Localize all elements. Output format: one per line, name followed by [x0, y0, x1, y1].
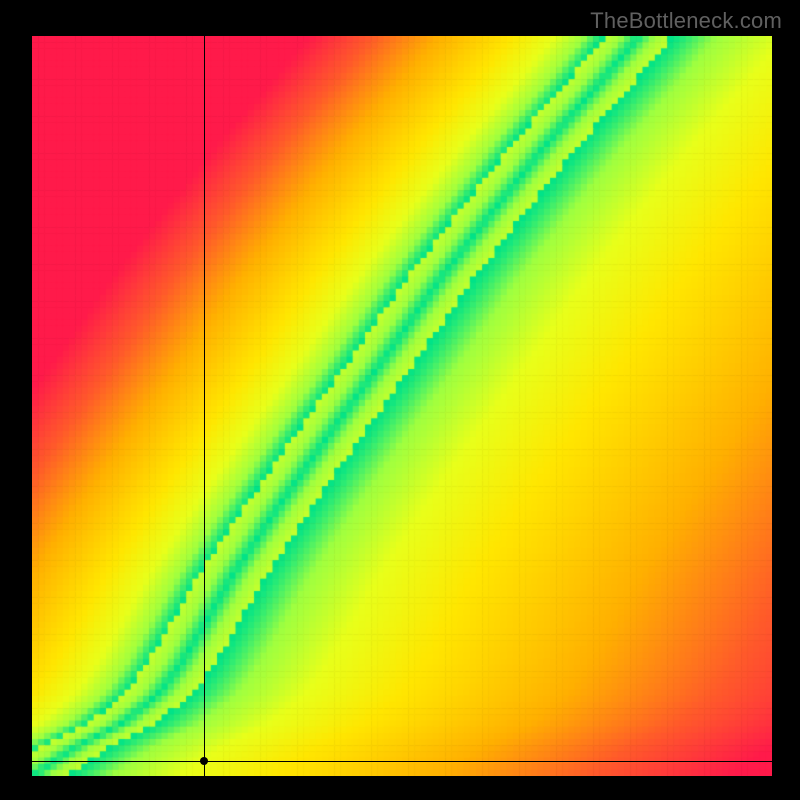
figure-container: TheBottleneck.com — [0, 0, 800, 800]
heatmap-canvas — [32, 36, 772, 776]
crosshair-horizontal — [32, 761, 772, 762]
crosshair-marker-dot — [200, 757, 208, 765]
attribution-text: TheBottleneck.com — [590, 8, 782, 34]
plot-area — [32, 36, 772, 776]
crosshair-vertical — [204, 36, 205, 776]
